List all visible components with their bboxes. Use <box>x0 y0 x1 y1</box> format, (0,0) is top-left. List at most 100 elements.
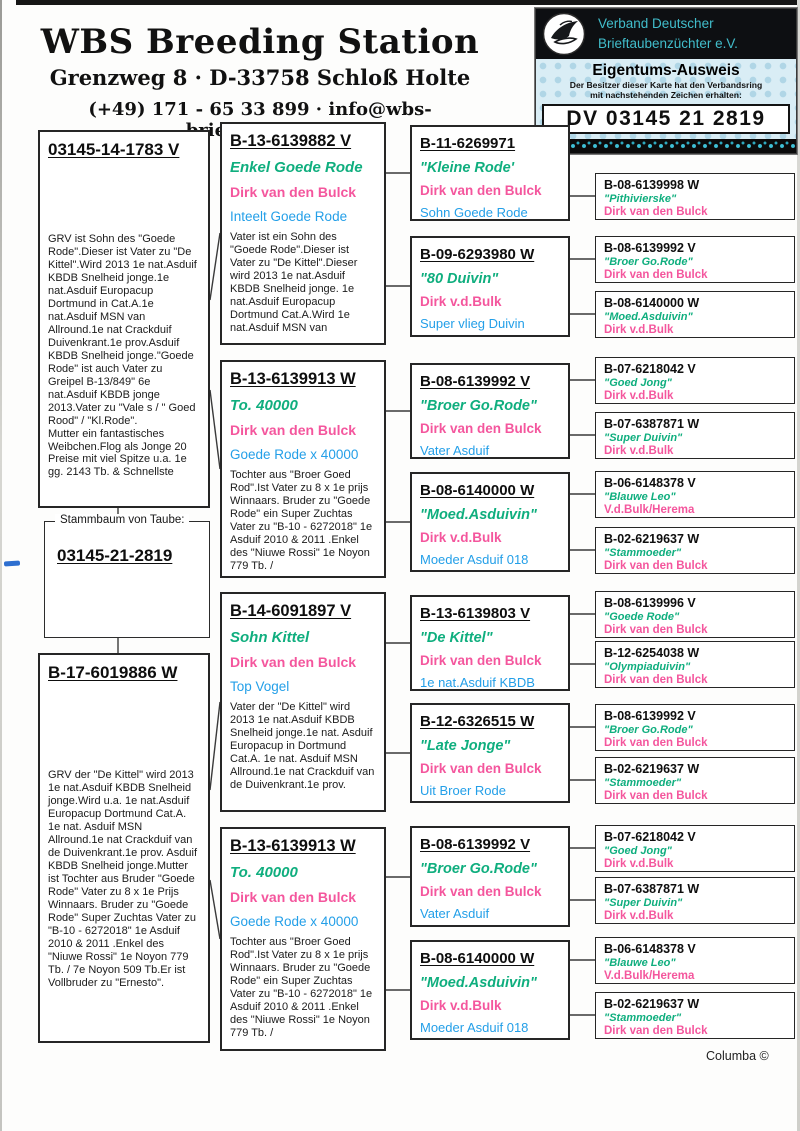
breeder-name: Dirk v.d.Bulk <box>604 390 674 402</box>
breeder-name: Dirk van den Bulck <box>230 422 357 438</box>
ring-number: B-17-6019886 W <box>48 663 178 682</box>
note: Moeder Asduif 018 <box>420 1020 529 1035</box>
gen4-box-2: B-08-6139992 V "Broer Go.Rode" Dirk van … <box>595 236 795 283</box>
breeder-name: Dirk van den Bulck <box>604 560 708 572</box>
gen4-box-15: B-02-6219637 W "Stammoeder" Dirk van den… <box>595 992 795 1039</box>
bird-name: "Broer Go.Rode" <box>604 724 693 736</box>
bird-name: "Super Duivin" <box>604 432 683 444</box>
ring-number: 03145-14-1783 V <box>48 140 180 159</box>
gen4-box-7: B-02-6219637 W "Stammoeder" Dirk van den… <box>595 527 795 574</box>
breeder-name: Dirk van den Bulck <box>604 624 708 636</box>
ring-number: B-06-6148378 V <box>604 476 696 490</box>
address-line: Grenzweg 8 · D-33758 Schloß Holte <box>49 65 471 90</box>
breeder-name: Dirk van den Bulck <box>604 269 708 281</box>
emblem-strip <box>536 138 796 153</box>
ring-number: B-13-6139803 V <box>420 605 531 622</box>
breeder-name: Dirk van den Bulck <box>420 761 542 776</box>
bird-name: "Goede Rode" <box>604 611 680 623</box>
subject-ring-number: 03145-21-2819 <box>57 546 173 565</box>
breeder-name: Dirk van den Bulck <box>420 183 542 198</box>
ring-number: B-06-6148378 V <box>604 942 696 956</box>
breeder-name: Dirk v.d.Bulk <box>420 530 502 545</box>
ring-number: B-08-6140000 W <box>604 296 700 310</box>
breeder-name: V.d.Bulk/Herema <box>604 970 695 982</box>
father-box: 03145-14-1783 V GRV ist Sohn des "Goede … <box>38 130 210 508</box>
description: GRV der "De Kittel" wird 2013 1e nat.Asd… <box>48 769 197 989</box>
note: Top Vogel <box>230 679 290 694</box>
federation-name-line2: Brieftaubenzüchter e.V. <box>598 36 738 51</box>
note: Sohn Goede Rode <box>420 205 528 220</box>
gen4-box-3: B-08-6140000 W "Moed.Asduivin" Dirk v.d.… <box>595 291 795 338</box>
card-subtitle-line1: Der Besitzer dieser Karte hat den Verban… <box>569 80 763 90</box>
note: Super vlieg Duivin <box>420 316 525 331</box>
gen4-box-10: B-08-6139992 V "Broer Go.Rode" Dirk van … <box>595 704 795 751</box>
bird-name: "Blauwe Leo" <box>604 491 676 503</box>
bird-name: "Blauwe Leo" <box>604 957 676 969</box>
card-title: Eigentums-Ausweis <box>592 62 740 79</box>
bird-name: "Moed.Asduivin" <box>420 507 537 523</box>
ring-number: B-07-6387871 W <box>604 417 700 431</box>
bird-name: "Stammoeder" <box>604 547 682 559</box>
ring-number: B-07-6218042 V <box>604 830 696 844</box>
note: Inteelt Goede Rode <box>230 209 348 224</box>
ring-number: B-08-6139992 V <box>420 373 531 390</box>
ring-number: B-02-6219637 W <box>604 997 700 1011</box>
breeder-name: V.d.Bulk/Herema <box>604 504 695 516</box>
breeder-name: Dirk v.d.Bulk <box>420 998 502 1013</box>
subject-label: Stammbaum von Taube: <box>55 514 190 526</box>
breeder-name: Dirk van den Bulck <box>230 184 357 200</box>
gen2-box-4: B-13-6139913 W To. 40000 Dirk van den Bu… <box>220 827 386 1051</box>
breeder-name: Dirk v.d.Bulk <box>604 910 674 922</box>
gen3-box-5: B-13-6139803 V "De Kittel" Dirk van den … <box>410 595 570 691</box>
ring-number: B-07-6387871 W <box>604 882 700 896</box>
bird-name: "Super Duivin" <box>604 897 683 909</box>
mother-box: B-17-6019886 W GRV der "De Kittel" wird … <box>38 653 210 1043</box>
note: Uit Broer Rode <box>420 783 506 798</box>
description: Tochter aus "Broer Goed Rod".Ist Vater z… <box>230 469 373 572</box>
ring-number: B-13-6139913 W <box>230 370 356 388</box>
gen4-box-4: B-07-6218042 V "Goed Jong" Dirk v.d.Bulk <box>595 357 795 404</box>
bird-name: "Olympiaduivin" <box>604 661 691 673</box>
bird-name: "De Kittel" <box>420 630 493 646</box>
breeder-name: Dirk van den Bulck <box>604 790 708 802</box>
ring-number: B-08-6140000 W <box>420 950 535 967</box>
breeder-name: Dirk van den Bulck <box>230 889 357 905</box>
ring-number: B-02-6219637 W <box>604 762 700 776</box>
breeder-name: Dirk van den Bulck <box>420 653 542 668</box>
description: Vater ist ein Sohn des "Goede Rode".Dies… <box>230 231 358 334</box>
description: GRV ist Sohn des "Goede Rode".Dieser ist… <box>48 233 197 479</box>
gen3-box-8: B-08-6140000 W "Moed.Asduivin" Dirk v.d.… <box>410 940 570 1040</box>
breeder-name: Dirk van den Bulck <box>604 1025 708 1037</box>
gen4-box-11: B-02-6219637 W "Stammoeder" Dirk van den… <box>595 757 795 804</box>
breeder-name: Dirk v.d.Bulk <box>420 294 502 309</box>
gen3-box-6: B-12-6326515 W "Late Jonge" Dirk van den… <box>410 703 570 803</box>
ring-number: B-07-6218042 V <box>604 362 696 376</box>
bird-name: "80 Duivin" <box>420 271 499 287</box>
ring-number: B-08-6139992 V <box>420 836 531 853</box>
subject-box: Stammbaum von Taube: 03145-21-2819 <box>44 514 210 638</box>
bird-name: Sohn Kittel <box>230 629 310 646</box>
gen4-box-12: B-07-6218042 V "Goed Jong" Dirk v.d.Bulk <box>595 825 795 872</box>
breeder-name: Dirk van den Bulck <box>230 654 357 670</box>
gen4-box-13: B-07-6387871 W "Super Duivin" Dirk v.d.B… <box>595 877 795 924</box>
bird-name: "Moed.Asduivin" <box>420 975 537 991</box>
letterhead: WBS Breeding Station Grenzweg 8 · D-3375… <box>15 22 505 141</box>
gen2-box-2: B-13-6139913 W To. 40000 Dirk van den Bu… <box>220 360 386 578</box>
gen3-box-1: B-11-6269971 "Kleine Rode' Dirk van den … <box>410 125 570 221</box>
bird-name: "Stammoeder" <box>604 777 682 789</box>
page-title: WBS Breeding Station <box>40 22 480 62</box>
breeder-name: Dirk van den Bulck <box>604 206 708 218</box>
gen3-box-7: B-08-6139992 V "Broer Go.Rode" Dirk van … <box>410 826 570 927</box>
ownership-card-header: Verband Deutscher Brieftaubenzüchter e.V… <box>536 9 796 59</box>
scan-border-left <box>0 0 2 1131</box>
note: Moeder Asduif 018 <box>420 552 529 567</box>
dove-logo-icon <box>542 12 586 56</box>
bird-name: Enkel Goede Rode <box>230 159 363 176</box>
bird-name: To. 40000 <box>230 397 298 414</box>
ring-number: B-12-6254038 W <box>604 646 700 660</box>
scan-border-top <box>16 0 800 5</box>
gen3-box-2: B-09-6293980 W "80 Duivin" Dirk v.d.Bulk… <box>410 236 570 337</box>
note: Vater Asduif <box>420 906 490 921</box>
note: Vater Asduif <box>420 443 490 458</box>
